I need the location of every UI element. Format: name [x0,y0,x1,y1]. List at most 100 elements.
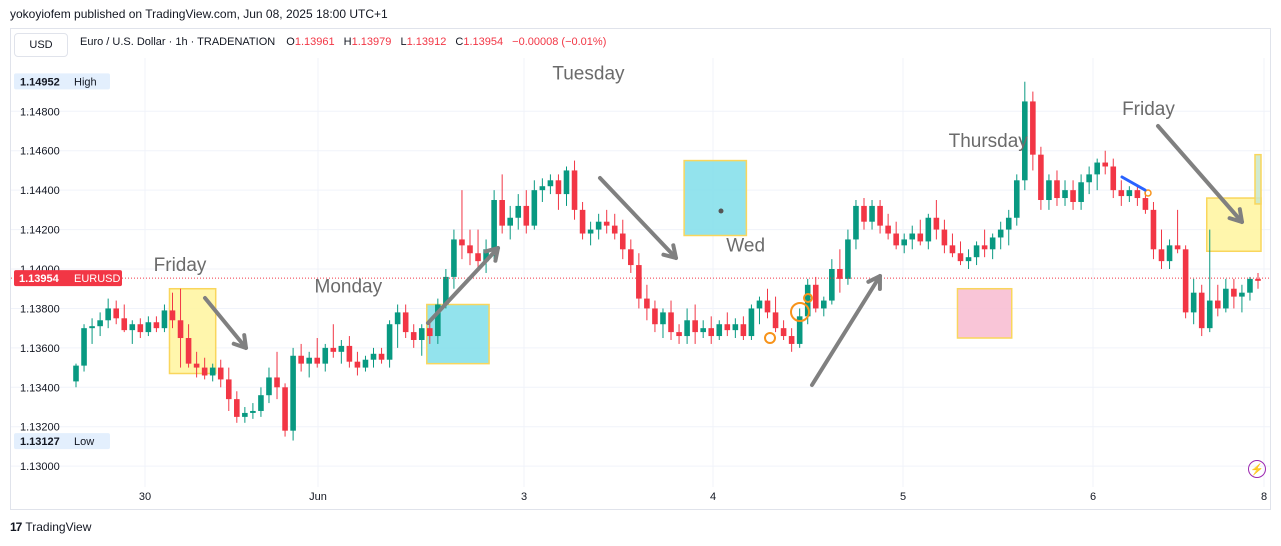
candle-body [1215,300,1221,309]
candle-body [338,345,345,352]
candle-body [290,355,296,431]
candle-body [829,269,835,301]
candle-body [322,347,329,364]
day-annotation: Thursday [949,131,1029,152]
candle-body [354,361,361,368]
candle-body [258,395,264,411]
y-tick-label: 1.14400 [20,185,60,197]
trend-arrow-head [483,246,500,263]
trend-arrow-head [231,333,248,350]
currency-button[interactable]: USD [14,33,68,57]
candle-body [636,265,642,299]
candle-body [1134,190,1141,199]
close-value: 1.13954 [463,36,504,48]
candle-body [467,245,473,254]
candle-body [1239,292,1245,297]
trend-arrow [810,274,882,387]
candle-body [1086,174,1092,183]
candle-body [901,239,907,246]
candle-body [507,217,513,226]
x-tick-label: 4 [710,491,716,503]
low-key: L [400,36,407,48]
candle-body [145,322,152,333]
candle-body [539,186,546,191]
candle-body [394,312,401,325]
y-tick-label: 1.13600 [20,343,60,355]
candle-body [724,324,731,331]
candle-body [740,324,747,337]
candle-body [1174,245,1181,250]
candle-body [644,298,650,309]
candle-body [628,249,634,266]
x-tick-label: 30 [139,491,151,503]
y-tick-label: 1.13000 [20,461,60,473]
tradingview-logo[interactable]: 17 TradingView [10,520,91,534]
candle-body [941,229,948,246]
x-tick-label: 5 [900,491,906,503]
candle-body [161,310,168,329]
trend-arrow-head [1227,207,1244,224]
candle-body [209,367,216,376]
candle-body [531,190,538,226]
candle-body [555,180,562,195]
candle-body [225,379,232,400]
y-tick-label: 1.13200 [20,422,60,434]
symbol-title[interactable]: Euro / U.S. Dollar · 1h · TRADENATION [80,36,276,48]
candle-body [676,332,682,337]
candle-body [193,363,200,368]
y-tick-label: 1.14800 [20,106,60,118]
candle-body [346,345,353,362]
trend-arrow-head [661,243,678,260]
candle-body [1054,180,1060,199]
candle-body [330,347,337,352]
candle-body [427,328,433,337]
y-tick-label: 1.13800 [20,303,60,315]
candle-body [1142,198,1149,210]
candle-body [1182,249,1189,313]
candle-body [1150,209,1157,250]
high-value: 1.13979 [351,36,392,48]
candle-body [756,300,763,309]
candle-body [515,205,522,218]
candle-body [861,205,867,222]
candle-body [1022,101,1028,181]
last-price-value: 1.13954 [19,273,60,285]
low-marker-label: Low [74,436,94,448]
candle-body [973,245,980,258]
last-price-label: EURUSD [74,273,121,285]
wed-box [956,287,1013,339]
candle-body [1158,249,1165,262]
lightning-icon[interactable]: ⚡ [1248,460,1266,478]
candle-body [796,316,803,344]
trend-arrow [598,176,678,260]
candle-body [73,365,79,382]
candle-body [595,221,602,230]
candle-body [700,328,706,333]
candle-body [611,225,618,234]
day-annotation: Monday [315,277,383,298]
x-tick-label: 8 [1261,491,1267,503]
candle-body [266,377,272,396]
candle-body [402,312,409,333]
candle-body [1247,278,1253,293]
candle-body [362,359,369,368]
candle-body [1062,190,1068,199]
trend-arrow-head [866,274,882,291]
candle-body [129,324,136,331]
orange-marker [1144,189,1152,197]
candle-body [121,318,128,331]
candle-body [845,239,851,279]
thursday-box [1206,197,1262,253]
day-annotation: Tuesday [552,64,625,85]
candle-body [1231,288,1237,297]
candle-body [989,237,996,250]
candle-body [772,312,779,329]
candle-body [370,353,377,360]
candle-body [716,324,723,337]
candle-body [298,355,304,364]
candle-body [571,170,578,210]
candle-body [378,353,385,360]
candle-body [1078,182,1084,202]
candle-body [788,336,795,344]
